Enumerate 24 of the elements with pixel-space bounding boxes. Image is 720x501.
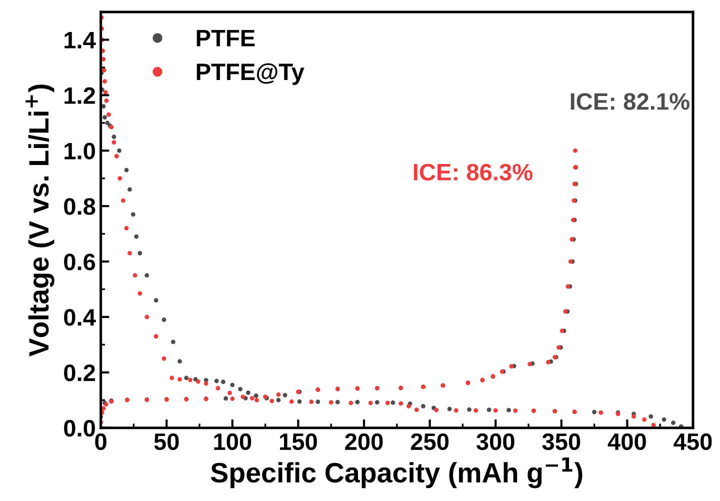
x-axis-title: Specific Capacity (mAh g$^{−1}$)	[210, 458, 582, 488]
y-tick-label: 0.4	[64, 309, 96, 326]
y-tick-label: 0.6	[64, 254, 96, 270]
x-tick-label: 50	[154, 433, 179, 450]
y-tick-label: 1.2	[64, 87, 95, 104]
x-tick-label: 200	[345, 433, 383, 450]
x-tick-label: 300	[476, 433, 514, 450]
y-tick-label: 1.0	[64, 142, 95, 160]
y-axis-title: Voltage (V vs. Li/Li$^{+}$)	[26, 84, 54, 357]
annotation: ICE: 86.3%	[414, 164, 532, 181]
annotation: ICE: 82.1%	[570, 93, 690, 110]
x-tick-label: 400	[608, 433, 646, 450]
x-tick-label: 250	[410, 433, 449, 450]
y-tick-label: 0.8	[64, 198, 96, 215]
x-tick-label: 450	[674, 433, 712, 450]
x-tick-label: 100	[214, 433, 252, 450]
x-tick-label: 0	[95, 433, 106, 450]
legend-label: PTFE@Ty	[196, 63, 304, 85]
y-tick-label: 0.0	[64, 420, 95, 437]
x-tick-label: 150	[280, 433, 317, 450]
x-tick-label: 350	[542, 433, 580, 450]
y-tick-label: 1.4	[64, 32, 96, 48]
y-tick-label: 0.2	[64, 364, 95, 382]
legend-label: PTFE	[196, 30, 255, 46]
